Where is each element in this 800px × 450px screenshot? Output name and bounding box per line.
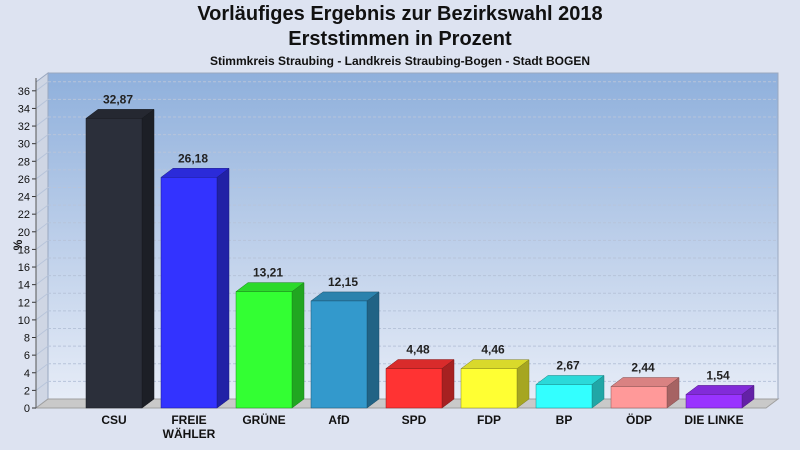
bar-side xyxy=(291,282,305,409)
bar-top xyxy=(535,375,605,385)
bar-top xyxy=(685,385,755,395)
bar-6 xyxy=(460,359,530,409)
y-tick-label: 32 xyxy=(18,121,30,133)
bar-side xyxy=(216,167,230,409)
grid-line-side xyxy=(35,363,49,374)
grid-line-side xyxy=(35,380,49,391)
data-label: 32,87 xyxy=(103,92,133,106)
y-tick-label: 36 xyxy=(18,86,30,98)
x-tick-label: GRÜNE xyxy=(242,412,285,427)
bar-7 xyxy=(535,374,605,409)
bar-top xyxy=(310,291,380,302)
y-tick-label: 22 xyxy=(18,209,30,221)
chart-title: Vorläufiges Ergebnis zur Bezirkswahl 201… xyxy=(197,3,603,25)
grid-line-side xyxy=(35,134,49,145)
x-tick-label: AfD xyxy=(328,413,350,427)
bar-front xyxy=(610,386,668,409)
grid-line-side xyxy=(35,328,49,338)
grid-line-side xyxy=(35,345,49,356)
bar-front xyxy=(310,300,368,409)
y-tick-label: 26 xyxy=(18,174,30,186)
y-tick-label: 2 xyxy=(24,385,30,397)
y-tick-label: 6 xyxy=(24,350,30,362)
y-tick-label: 20 xyxy=(18,227,30,239)
data-label: 2,44 xyxy=(631,361,655,375)
y-tick-label: 0 xyxy=(24,403,30,415)
y-tick-label: 16 xyxy=(18,262,30,274)
bar-top xyxy=(385,359,455,369)
bar-8 xyxy=(610,377,680,409)
bar-front xyxy=(685,394,743,409)
chart-subtitle: Erststimmen in Prozent xyxy=(288,28,512,50)
data-label: 1,54 xyxy=(706,368,730,382)
bar-front xyxy=(460,368,518,409)
data-label: 2,67 xyxy=(556,358,580,372)
bar-front xyxy=(535,384,593,409)
x-tick-label: DIE LINKE xyxy=(684,413,743,427)
bar-top xyxy=(460,359,530,369)
grid-line-side xyxy=(35,169,49,180)
bar-side xyxy=(366,291,380,409)
x-tick-label: SPD xyxy=(402,413,427,427)
grid-line-side xyxy=(35,257,49,268)
x-tick-label: FREIE WÄHLER xyxy=(163,413,216,441)
bar-top xyxy=(235,282,305,292)
y-tick-label: 30 xyxy=(18,139,30,151)
grid-line-side xyxy=(35,240,49,250)
grid-line-side xyxy=(35,275,49,286)
x-tick-label: CSU xyxy=(101,413,126,427)
y-tick-label: 14 xyxy=(18,280,30,292)
grid-line-side xyxy=(35,116,49,127)
bar-front xyxy=(235,291,293,409)
chart-subtitle-region: Stimmkreis Straubing - Landkreis Straubi… xyxy=(209,54,591,68)
data-label: 4,48 xyxy=(406,343,430,357)
data-label: 26,18 xyxy=(178,151,208,165)
data-label: 12,15 xyxy=(328,275,358,289)
y-tick-label: 4 xyxy=(24,368,30,380)
x-tick-label: FDP xyxy=(477,413,501,427)
bar-5 xyxy=(385,359,455,409)
bar-front xyxy=(385,368,443,409)
bar-top xyxy=(85,109,155,119)
grid-line-side xyxy=(35,187,49,197)
y-axis-label: % xyxy=(11,239,25,250)
bar-3 xyxy=(235,282,305,409)
bar-front xyxy=(160,177,218,409)
bar-front xyxy=(85,118,143,409)
y-tick-label: 18 xyxy=(18,244,30,256)
grid-line-side xyxy=(35,81,49,92)
bar-side xyxy=(141,108,155,409)
x-tick-label: ÖDP xyxy=(626,412,652,427)
grid-line-side xyxy=(35,151,49,162)
grid-line-side xyxy=(35,222,49,233)
bar-4 xyxy=(310,291,380,409)
bar-top xyxy=(610,377,680,387)
plot-side-wall xyxy=(35,72,49,409)
grid-line-side xyxy=(35,292,49,303)
y-tick-label: 34 xyxy=(18,103,30,115)
data-label: 13,21 xyxy=(253,266,283,280)
bar-2 xyxy=(160,167,230,409)
y-tick-label: 8 xyxy=(24,333,30,345)
data-label: 4,46 xyxy=(481,343,505,357)
bar-top xyxy=(160,168,230,178)
y-tick-label: 12 xyxy=(18,297,30,309)
y-tick-label: 24 xyxy=(18,192,30,204)
grid-line-side xyxy=(35,310,49,321)
grid-line-side xyxy=(35,204,49,215)
bar-1 xyxy=(85,108,155,409)
grid-line-side xyxy=(35,99,49,109)
x-tick-label: BP xyxy=(556,413,573,427)
y-tick-label: 28 xyxy=(18,156,30,168)
bar-9 xyxy=(685,384,755,409)
y-tick-label: 10 xyxy=(18,315,30,327)
